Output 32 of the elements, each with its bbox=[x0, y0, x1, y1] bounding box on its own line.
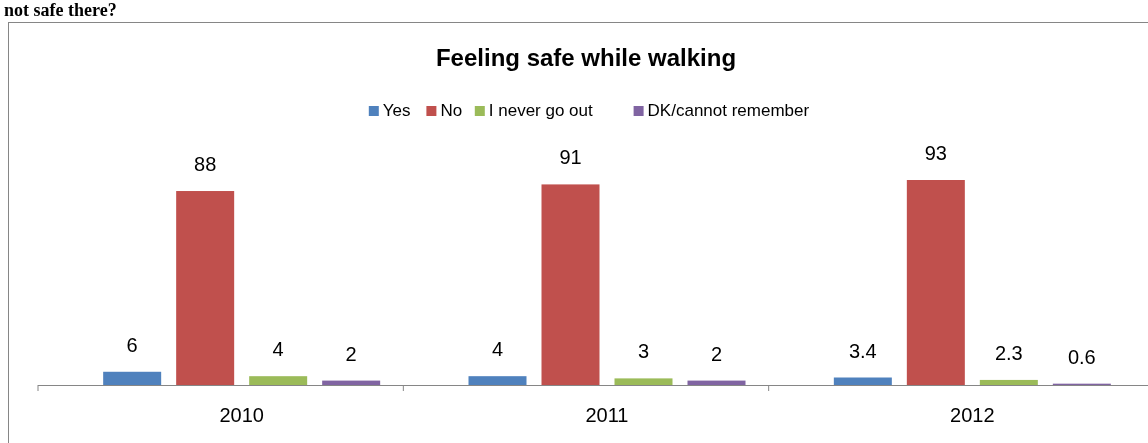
data-label: 0.6 bbox=[1067, 345, 1096, 368]
bar bbox=[906, 180, 965, 385]
data-label: 2.3 bbox=[994, 341, 1023, 364]
data-label: 2 bbox=[710, 342, 723, 365]
data-label: 93 bbox=[924, 142, 947, 164]
chart-title: Feeling safe while walking bbox=[435, 44, 737, 71]
legend-label: Yes bbox=[382, 101, 411, 120]
bar bbox=[468, 376, 527, 385]
bar bbox=[687, 380, 746, 385]
bar bbox=[541, 184, 600, 385]
data-label: 4 bbox=[272, 338, 284, 361]
data-label: 6 bbox=[126, 333, 138, 356]
bar bbox=[979, 379, 1038, 385]
data-label: 91 bbox=[559, 146, 582, 169]
text: not safe there? bbox=[4, 0, 117, 20]
legend-label: DK/cannot remember bbox=[647, 101, 810, 120]
x-tick-label: 2012 bbox=[950, 404, 995, 426]
data-label: 2 bbox=[345, 342, 357, 365]
x-tick-label: 2011 bbox=[585, 404, 629, 426]
bar bbox=[833, 377, 892, 385]
legend-label: No bbox=[440, 101, 463, 120]
bar bbox=[176, 191, 235, 385]
bar bbox=[249, 376, 308, 385]
bar bbox=[103, 371, 162, 385]
data-label: 3.4 bbox=[848, 339, 877, 362]
data-label: 3 bbox=[637, 340, 650, 363]
data-label: 4 bbox=[491, 338, 504, 361]
data-label: 88 bbox=[194, 153, 217, 176]
x-tick-label: 2010 bbox=[219, 404, 264, 426]
bar bbox=[322, 380, 381, 385]
bar bbox=[614, 378, 673, 385]
legend-label: I never go out bbox=[488, 101, 594, 120]
